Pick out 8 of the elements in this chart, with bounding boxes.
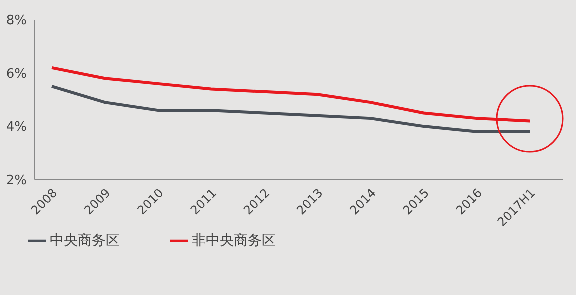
legend-label: 非中央商务区 xyxy=(192,232,276,249)
line-series xyxy=(50,85,532,134)
y-tick-label: 2% xyxy=(6,173,27,188)
y-tick-label: 6% xyxy=(6,66,27,82)
y-tick-label: 8% xyxy=(6,14,27,29)
y-tick-label: 4% xyxy=(6,120,27,136)
line-series xyxy=(50,66,532,123)
legend-label: 中央商务区 xyxy=(50,232,120,249)
